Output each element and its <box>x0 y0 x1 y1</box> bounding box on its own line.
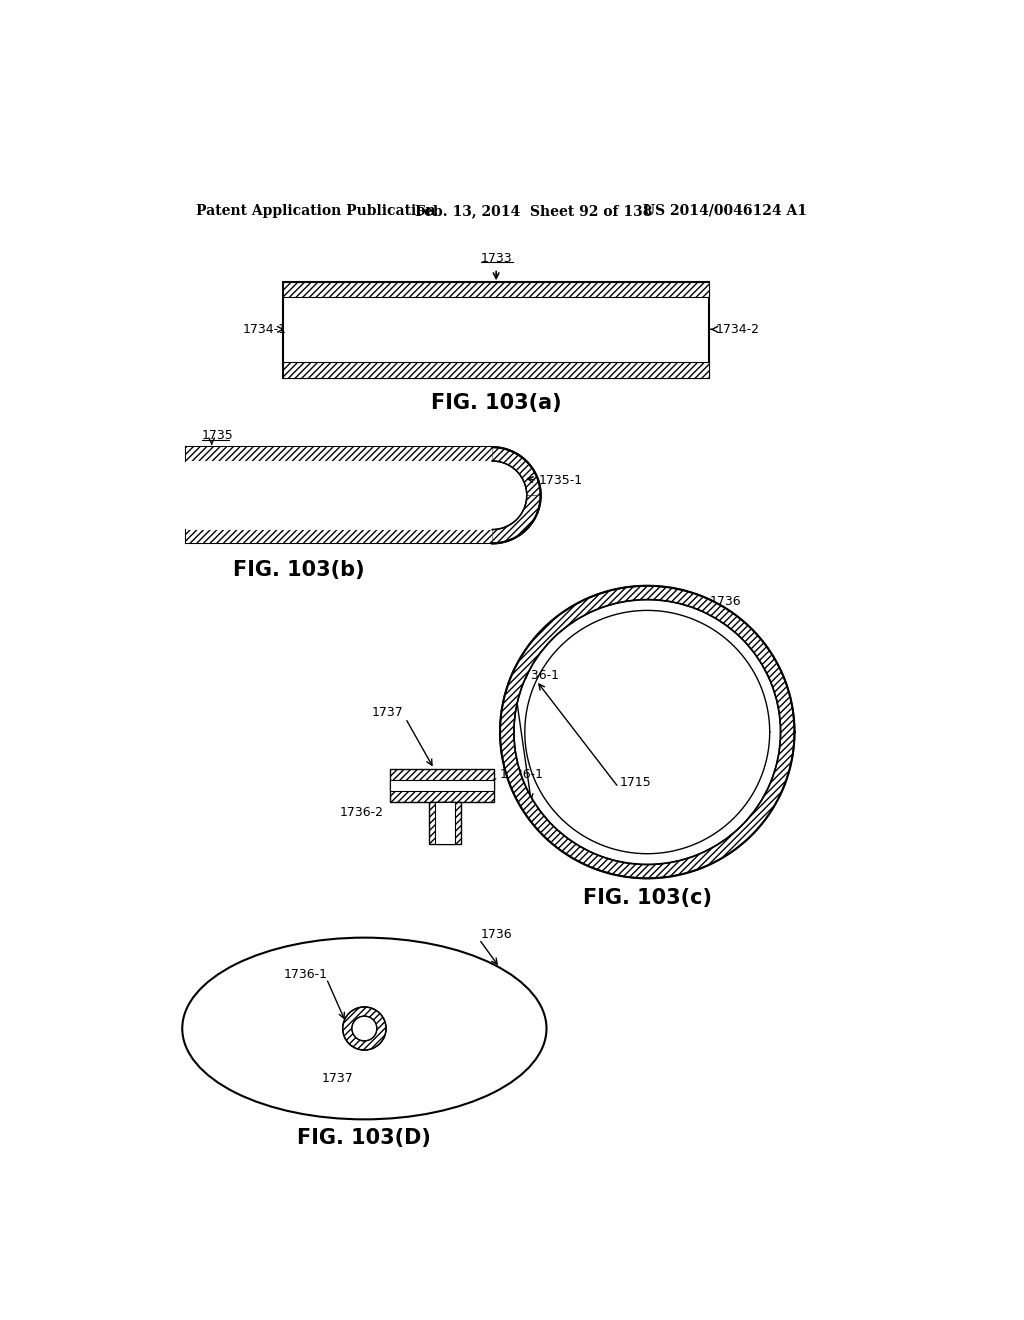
Text: 1735-1: 1735-1 <box>539 474 583 487</box>
Text: 1737: 1737 <box>372 706 403 719</box>
Polygon shape <box>493 461 526 529</box>
Text: 1736: 1736 <box>480 928 512 941</box>
Bar <box>283 281 710 297</box>
Circle shape <box>352 1016 377 1040</box>
Bar <box>283 363 710 378</box>
Bar <box>283 281 710 378</box>
Text: 1734-1: 1734-1 <box>243 323 287 335</box>
Text: 1736-2: 1736-2 <box>340 807 384 820</box>
Text: FIG. 103(b): FIG. 103(b) <box>232 561 365 581</box>
Text: FIG. 103(D): FIG. 103(D) <box>297 1127 431 1148</box>
Text: US 2014/0046124 A1: US 2014/0046124 A1 <box>643 203 807 218</box>
Bar <box>186 461 493 529</box>
Text: 1736-1: 1736-1 <box>284 968 328 981</box>
Text: FIG. 103(c): FIG. 103(c) <box>583 887 712 908</box>
Bar <box>435 803 455 843</box>
Text: FIG. 103(a): FIG. 103(a) <box>431 393 561 413</box>
Polygon shape <box>493 495 541 544</box>
Text: 1715: 1715 <box>621 776 652 788</box>
Polygon shape <box>493 447 541 495</box>
Text: 1736-1: 1736-1 <box>515 669 559 682</box>
Bar <box>186 447 493 461</box>
Bar <box>429 803 461 843</box>
Ellipse shape <box>182 937 547 1119</box>
Text: 1734-2: 1734-2 <box>716 323 760 335</box>
Text: 1733: 1733 <box>480 252 512 265</box>
Text: 1737: 1737 <box>322 1072 353 1085</box>
Text: 1735: 1735 <box>202 429 233 442</box>
Bar <box>390 780 494 792</box>
Text: Feb. 13, 2014  Sheet 92 of 138: Feb. 13, 2014 Sheet 92 of 138 <box>415 203 652 218</box>
Text: 1736: 1736 <box>710 594 741 607</box>
Text: 1736-1: 1736-1 <box>500 768 544 781</box>
Text: Patent Application Publication: Patent Application Publication <box>197 203 436 218</box>
Bar <box>390 770 494 803</box>
Bar <box>186 529 493 544</box>
